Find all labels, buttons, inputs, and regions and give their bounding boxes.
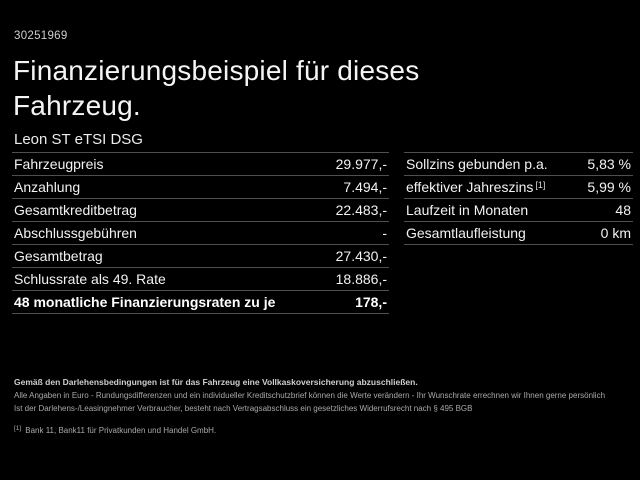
row-value: 18.886,- [335,271,387,287]
footnote-marker: [1] [14,425,22,432]
row-label: Laufzeit in Monaten [406,202,529,218]
table-row: Sollzins gebunden p.a. 5,83 % [404,152,633,175]
table-row: Gesamtlaufleistung 0 km [404,221,633,245]
row-label: Abschlussgebühren [14,225,137,241]
row-value: 178,- [355,294,387,310]
row-value: 27.430,- [335,248,387,264]
page-title-line-1: Finanzierungsbeispiel für dieses [13,55,420,86]
legal-line-insurance: Gemäß den Darlehensbedingungen ist für d… [14,377,418,387]
financing-conditions-table: Sollzins gebunden p.a. 5,83 % effektiver… [404,152,633,245]
table-row: effektiver Jahreszins [1] 5,99 % [404,175,633,198]
page-title-line-2: Fahrzeug. [13,90,141,121]
row-label: 48 monatliche Finanzierungsraten zu je [14,294,276,310]
table-row-monthly-rate: 48 monatliche Finanzierungsraten zu je 1… [12,290,389,314]
financing-costs-table: Fahrzeugpreis 29.977,- Anzahlung 7.494,-… [12,152,389,314]
row-value: - [382,225,387,241]
legal-disclaimer: Gemäß den Darlehensbedingungen ist für d… [14,376,634,437]
table-row: Anzahlung 7.494,- [12,175,389,198]
row-label: Gesamtkreditbetrag [14,202,137,218]
table-row: Laufzeit in Monaten 48 [404,198,633,221]
row-value: 7.494,- [343,179,387,195]
footnote-marker: [1] [535,180,546,190]
table-row: Abschlussgebühren - [12,221,389,244]
table-row: Schlussrate als 49. Rate 18.886,- [12,267,389,290]
table-row: Gesamtkreditbetrag 22.483,- [12,198,389,221]
vehicle-model-name: Leon ST eTSI DSG [14,131,143,148]
row-value: 22.483,- [335,202,387,218]
legal-footnote-bank: [1] Bank 11, Bank11 für Privatkunden und … [14,422,634,437]
legal-line-withdrawal: Ist der Darlehens-/Leasingnehmer Verbrau… [14,404,473,413]
offer-reference-id: 30251969 [14,30,68,42]
row-label-text: effektiver Jahreszins [406,179,534,195]
row-label: Fahrzeugpreis [14,156,104,172]
row-value: 29.977,- [335,156,387,172]
page-title: Finanzierungsbeispiel für dieses Fahrzeu… [13,53,419,123]
row-label: Anzahlung [14,179,81,195]
row-label: Gesamtlaufleistung [406,225,526,241]
legal-line-rounding: Alle Angaben in Euro - Rundungsdifferenz… [14,391,606,400]
row-value: 5,83 % [587,156,631,172]
table-row: Gesamtbetrag 27.430,- [12,244,389,267]
row-label: Sollzins gebunden p.a. [406,156,548,172]
row-label: Gesamtbetrag [14,248,103,264]
table-row: Fahrzeugpreis 29.977,- [12,152,389,175]
row-value: 5,99 % [587,179,631,195]
row-label: effektiver Jahreszins [1] [406,179,545,195]
row-value: 0 km [600,225,631,241]
row-value: 48 [615,202,631,218]
row-label: Schlussrate als 49. Rate [14,271,166,287]
footnote-text: Bank 11, Bank11 für Privatkunden und Han… [25,426,217,435]
